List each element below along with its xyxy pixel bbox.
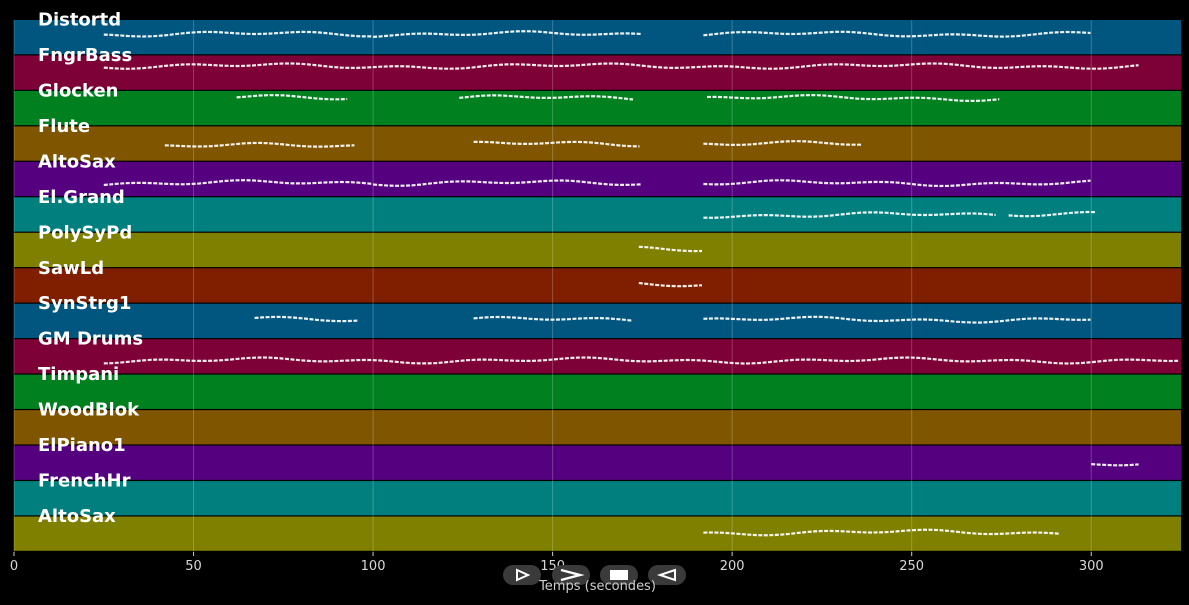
note-run: [373, 179, 642, 187]
track-label: PolySyPd: [38, 222, 132, 243]
track-label: Glocken: [38, 80, 119, 101]
track-label: AltoSax: [38, 506, 116, 527]
play-button[interactable]: [503, 565, 541, 585]
x-tick-label: 300: [1079, 559, 1104, 574]
play-icon: [516, 568, 531, 582]
note-run: [164, 141, 355, 148]
track-lane: [14, 197, 1181, 232]
track-lane: [14, 20, 1181, 55]
note-run: [103, 179, 373, 187]
track-lane: [14, 339, 1181, 374]
x-tick-label: 50: [185, 559, 202, 574]
note-run: [459, 94, 634, 101]
note-run: [703, 528, 1059, 537]
track-lane: [14, 374, 1181, 409]
note-run: [703, 30, 1091, 38]
note-run: [1008, 210, 1096, 218]
rewind-icon: [656, 568, 676, 582]
stop-button[interactable]: [600, 565, 638, 585]
track-label: ElPiano1: [38, 435, 126, 456]
track-labels: Distortd FngrBass Glocken Flute AltoSax El.Gr…: [38, 10, 143, 528]
note-run: [703, 315, 1091, 324]
track-lane: [14, 232, 1181, 268]
track-label: FngrBass: [38, 45, 132, 66]
track-lane: [14, 161, 1181, 197]
note-run: [473, 315, 632, 322]
x-tick-label: 200: [720, 559, 745, 574]
track-lane: [14, 481, 1181, 516]
track-label: El.Grand: [38, 187, 125, 208]
x-axis-ticks: 0 50 100 150 200 250 300: [10, 552, 1104, 574]
track-label: WoodBlok: [38, 400, 140, 421]
note-run: [706, 93, 1000, 103]
note-run: [703, 179, 1091, 188]
grid-lines: [13, 20, 1092, 552]
track-label: Timpani: [38, 364, 119, 385]
track-label: SawLd: [38, 258, 104, 279]
x-tick-label: 250: [899, 559, 924, 574]
note-run: [254, 315, 358, 323]
track-label: FrenchHr: [38, 471, 131, 492]
track-label: Distortd: [38, 10, 121, 31]
rewind-button[interactable]: [648, 565, 686, 585]
track-label: SynStrg1: [38, 293, 131, 314]
note-run: [103, 62, 1139, 70]
track-lane: [14, 268, 1181, 303]
stop-icon: [610, 570, 628, 580]
note-run: [638, 245, 703, 253]
track-lane: [14, 303, 1181, 338]
fast-forward-icon: [560, 568, 585, 582]
track-lane: [14, 410, 1181, 445]
track-lane: [14, 445, 1181, 480]
x-tick-label: 0: [10, 559, 18, 574]
track-lane: [14, 55, 1181, 90]
note-run: [703, 211, 996, 219]
note-run: [103, 356, 1179, 365]
note-run: [103, 30, 373, 38]
track-label: GM Drums: [38, 329, 143, 350]
note-run: [236, 94, 348, 101]
note-marks: [103, 30, 1179, 537]
note-run: [638, 281, 703, 288]
fast-forward-button[interactable]: [552, 565, 590, 585]
note-run: [703, 140, 862, 147]
x-axis-label: Temps (secondes): [539, 579, 656, 594]
playback-controls: [500, 565, 690, 587]
note-run: [473, 140, 640, 148]
track-label: AltoSax: [38, 151, 116, 172]
x-tick-label: 100: [361, 559, 386, 574]
note-run: [373, 30, 642, 38]
note-run: [1091, 463, 1139, 467]
track-label: Flute: [38, 116, 90, 137]
track-lanes: [14, 20, 1181, 551]
